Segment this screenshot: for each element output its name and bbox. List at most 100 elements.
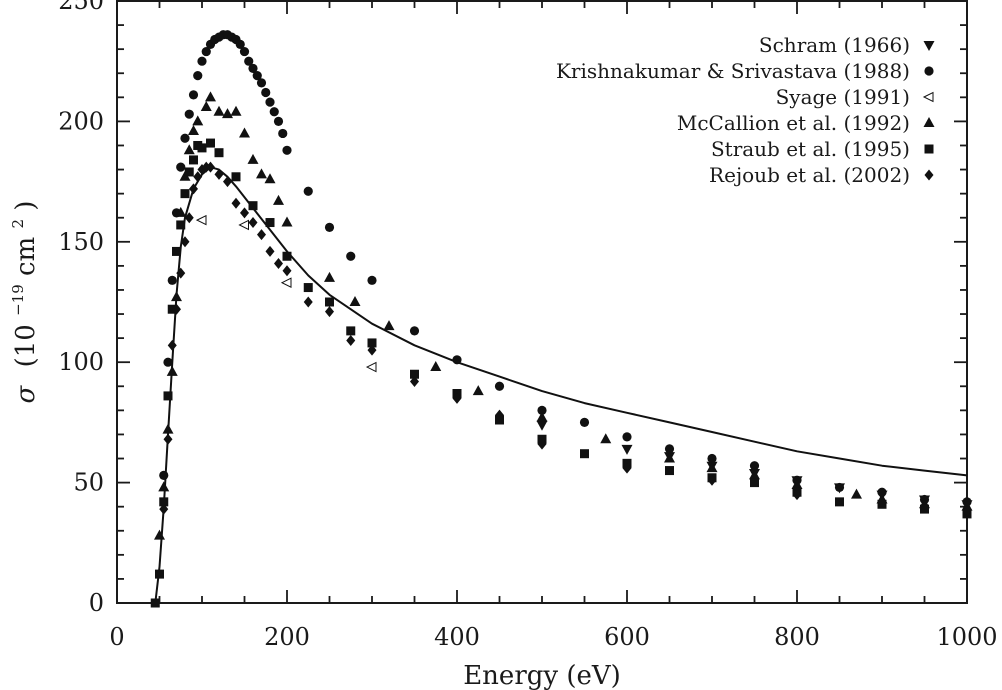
data-point [665,466,674,476]
data-point [188,90,199,100]
data-point [325,297,334,307]
data-point [273,194,284,205]
data-point [472,385,484,396]
data-point [167,275,177,285]
data-point [877,487,887,497]
data-point [281,216,293,227]
data-point [791,479,803,490]
data-point [206,161,215,173]
data-point [269,107,279,117]
data-point [163,433,173,445]
data-point [150,598,160,608]
data-point [180,133,190,143]
series-rejoub-et-al-2002 [159,161,972,517]
data-point [188,125,199,136]
legend-label: McCallion et al. (1992) [677,111,910,135]
data-point [367,344,377,356]
y-axis-title-unit-open: (10 [11,324,41,367]
data-point [707,453,717,464]
x-tick-label: 0 [109,623,124,651]
data-point [166,365,178,376]
data-point [664,444,675,454]
data-point [325,306,334,318]
data-point [265,97,275,107]
data-point [962,505,972,517]
data-point [851,488,862,499]
data-point [231,197,241,209]
data-point [707,474,717,486]
data-point [180,189,190,199]
series-syage-1991 [195,214,377,373]
data-point [367,338,377,348]
data-point [365,361,377,373]
data-point [706,462,718,473]
data-point [877,496,887,508]
data-point [230,105,242,116]
axis-ticks [116,0,968,604]
x-tick-label: 400 [434,623,480,651]
legend-marker [923,41,935,51]
data-point [205,91,216,102]
data-point [158,481,170,492]
data-point [621,444,633,455]
data-point [346,251,356,261]
legend-item: McCallion et al. (1992) [677,111,935,135]
series-straub-et-al-1995 [150,138,972,608]
data-point [324,271,335,282]
data-point [176,162,186,172]
legend-marker [922,91,934,103]
data-point [273,116,284,126]
data-point [280,277,292,289]
data-point [172,246,181,256]
y-axis-title-unit-close: ) [11,201,41,211]
data-point [303,186,313,196]
data-point [163,357,173,367]
legend-label: Syage (1991) [776,85,910,109]
legend-item: Syage (1991) [776,85,934,109]
data-point [346,335,356,347]
data-point [172,303,181,315]
data-point [206,138,215,148]
legend-item: Straub et al. (1995) [711,137,934,161]
legend-marker [924,144,934,154]
data-point [252,71,262,81]
y-axis-title-symbol: σ [11,384,41,403]
data-point [749,469,760,480]
model-curve-line [154,166,968,604]
legend-item: Schram (1966) [759,33,935,57]
data-point [189,155,198,165]
data-point [197,56,207,66]
data-point [920,504,929,514]
data-point [430,361,442,372]
data-point [200,100,212,111]
data-point [410,375,419,387]
data-point [162,423,174,434]
data-marks [150,30,973,608]
data-point [238,219,249,231]
data-point [536,420,548,431]
x-tick-label: 600 [604,623,650,651]
data-point [409,326,420,336]
data-point [201,46,211,57]
data-point [383,320,395,331]
data-point [193,171,203,183]
data-point [239,127,250,138]
data-point [265,218,275,228]
data-point [159,503,169,515]
legend-item: Rejoub et al. (2002) [709,163,934,187]
data-point [256,78,267,88]
data-point [180,236,190,248]
data-point [192,115,204,126]
data-point [248,63,258,74]
data-point [248,217,258,229]
data-point [193,71,203,81]
data-point [257,229,266,241]
x-tick-label: 200 [264,623,310,651]
data-point [159,497,169,507]
data-point [664,452,675,463]
data-point [256,168,267,179]
data-point [176,220,186,230]
data-point [495,409,504,421]
data-point [282,145,292,155]
